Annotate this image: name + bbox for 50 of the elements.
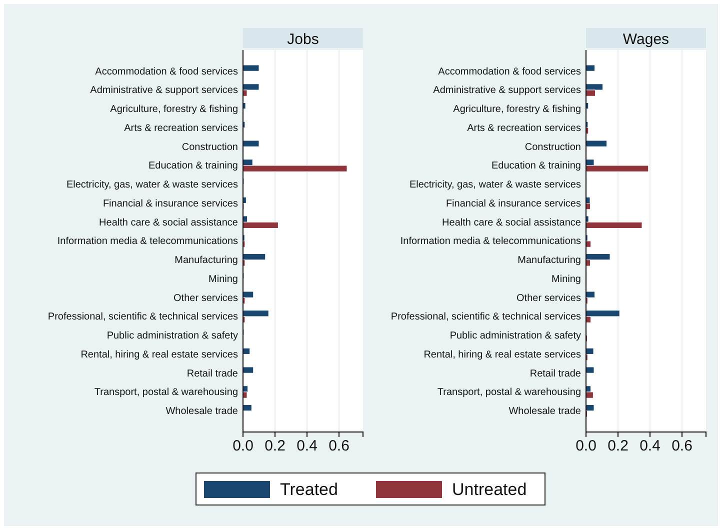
y-tick-label: Rental, hiring & real estate services: [424, 349, 581, 360]
legend-label: Treated: [280, 480, 338, 499]
y-tick-label: Administrative & support services: [433, 85, 581, 96]
y-tick-label: Health care & social assistance: [442, 217, 582, 228]
x-tick-label: 0.6: [672, 438, 692, 455]
x-tick-label: 0.6: [328, 438, 350, 455]
y-tick-label: Retail trade: [530, 368, 582, 380]
y-tick-label: Wholesale trade: [508, 406, 582, 418]
y-tick-label: Information media & telecommunications: [57, 236, 238, 248]
y-tick-label: Electricity, gas, water & waste services: [66, 180, 238, 191]
y-tick-label: Manufacturing: [174, 255, 238, 266]
y-tick-label: Financial & insurance services: [102, 198, 238, 210]
y-tick-label: Transport, postal & warehousing: [437, 387, 581, 398]
y-tick-label: Retail trade: [186, 368, 238, 380]
x-tick-label: 0.2: [608, 438, 628, 455]
y-tick-label: Manufacturing: [518, 255, 581, 266]
x-tick-label: 0.0: [232, 438, 254, 455]
y-tick-label: Accommodation & food services: [95, 66, 238, 78]
y-tick-label: Information media & telecommunications: [400, 236, 581, 248]
x-tick-label: 0.2: [264, 438, 286, 455]
y-tick-label: Education & training: [491, 160, 581, 172]
chart-title: Wages: [622, 31, 670, 48]
y-tick-label: Electricity, gas, water & waste services: [409, 180, 581, 191]
y-tick-label: Arts & recreation services: [124, 122, 238, 134]
y-tick-label: Rental, hiring & real estate services: [80, 349, 238, 360]
y-tick-label: Other services: [174, 292, 238, 304]
y-tick-label: Professional, scientific & technical services: [48, 312, 238, 323]
y-tick-label: Financial & insurance services: [446, 198, 581, 210]
chart-title: Jobs: [287, 31, 319, 48]
y-tick-label: Agriculture, forestry & fishing: [110, 104, 238, 116]
legend-label: Untreated: [452, 480, 527, 499]
y-tick-label: Arts & recreation services: [467, 122, 581, 134]
y-tick-label: Transport, postal & warehousing: [94, 387, 238, 398]
y-tick-label: Mining: [552, 274, 581, 285]
y-tick-label: Agriculture, forestry & fishing: [453, 104, 581, 116]
y-tick-label: Education & training: [148, 160, 238, 172]
y-tick-label: Public administration & safety: [450, 330, 581, 342]
y-tick-label: Public administration & safety: [106, 330, 238, 342]
y-tick-label: Accommodation & food services: [438, 66, 581, 78]
x-tick-label: 0.0: [576, 438, 596, 455]
y-tick-label: Construction: [182, 142, 238, 153]
y-tick-label: Other services: [516, 292, 581, 304]
y-tick-label: Wholesale trade: [166, 406, 238, 418]
x-tick-label: 0.4: [296, 438, 318, 455]
y-tick-label: Administrative & support services: [90, 85, 238, 96]
y-tick-label: Professional, scientific & technical services: [390, 312, 581, 323]
y-tick-label: Construction: [524, 142, 581, 153]
y-tick-label: Health care & social assistance: [99, 217, 238, 228]
x-tick-label: 0.4: [640, 438, 660, 455]
y-tick-label: Mining: [208, 274, 238, 285]
